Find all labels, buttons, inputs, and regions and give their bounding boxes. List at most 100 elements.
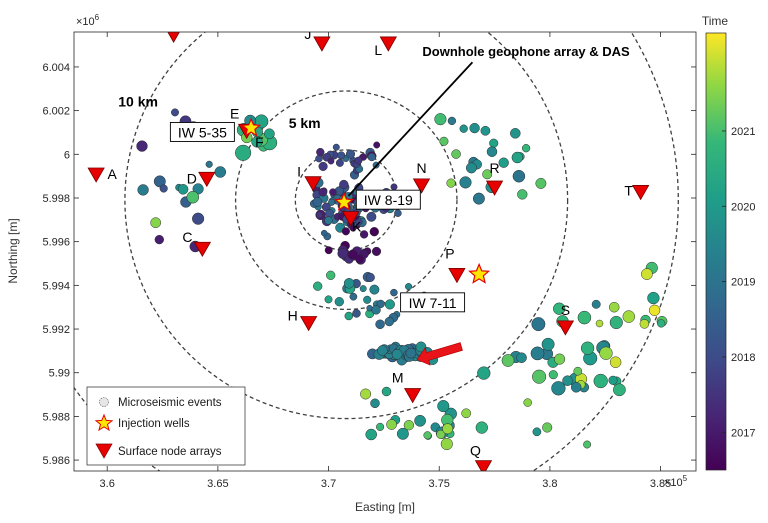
colorbar-title: Time [702, 14, 729, 28]
node-array-Q [474, 460, 493, 471]
event-point [320, 229, 328, 237]
event-point [446, 178, 456, 188]
ring-labels: 5 km 10 km [118, 93, 320, 131]
y-tick-label: 5.992 [42, 324, 70, 336]
node-array-D [198, 171, 216, 188]
y-axis-ticks: 5.986 5.988 5.99 5.992 5.994 5.996 5.998 6 6.002… [42, 62, 696, 467]
event-point [475, 421, 488, 434]
x-axis-ticks: 3.6 3.65 3.7 3.75 3.8 3.85 [100, 32, 671, 490]
node-array-label-T: T [624, 182, 633, 198]
y-tick-label: 5.99 [49, 368, 70, 380]
event-point [562, 375, 573, 386]
event-point [394, 209, 402, 217]
event-point [573, 366, 583, 376]
event-point [376, 299, 385, 309]
event-point [532, 427, 542, 437]
event-point [535, 177, 547, 189]
event-point [622, 310, 636, 323]
event-point [367, 152, 376, 162]
event-point [480, 125, 491, 136]
event-point [477, 366, 491, 380]
event-point [324, 295, 333, 304]
event-point [498, 157, 509, 168]
event-point [359, 230, 369, 239]
event-point [390, 288, 398, 297]
event-point [531, 317, 546, 332]
plot-frame [73, 31, 697, 472]
y-axis-exponent: ×106 [76, 13, 100, 28]
event-point [608, 301, 620, 313]
node-array-J [313, 36, 331, 52]
event-point [264, 128, 275, 140]
event-point [440, 437, 453, 451]
event-point [580, 341, 595, 355]
node-array-T [631, 185, 650, 201]
event-point [150, 217, 162, 229]
legend-event-marker [99, 397, 109, 407]
event-point [608, 375, 618, 385]
event-point [363, 295, 372, 304]
node-array-label-J: J [304, 26, 311, 42]
event-point [313, 281, 323, 291]
event-point [365, 272, 375, 282]
event-point [384, 316, 394, 327]
event-point [542, 422, 553, 433]
annotation-pointer [347, 61, 474, 197]
event-point [434, 113, 447, 126]
annotation-line [347, 61, 474, 197]
y-tick-label: 6.002 [42, 106, 70, 118]
injection-well-1 [334, 191, 355, 211]
boxed-label-frame-0 [169, 122, 235, 142]
event-point [192, 212, 205, 225]
event-point [137, 184, 149, 196]
event-point [359, 285, 367, 293]
node-array-I [304, 176, 322, 192]
event-point [312, 197, 323, 207]
event-point [609, 315, 623, 330]
event-point [517, 189, 528, 200]
x-tick-label: 3.85 [650, 478, 671, 490]
injection-well-0 [241, 117, 262, 137]
event-point [447, 116, 457, 126]
arrow-shape [416, 342, 463, 366]
event-point [186, 190, 200, 204]
ring-1 [234, 90, 458, 311]
event-point [648, 304, 661, 316]
event-point [482, 169, 493, 180]
event-point [205, 160, 213, 168]
event-point [332, 143, 340, 151]
event-point [423, 431, 432, 440]
event-point [337, 151, 346, 160]
event-point [341, 227, 350, 236]
event-point [472, 192, 485, 205]
node-array-R [485, 180, 504, 196]
event-point [489, 138, 499, 148]
legend-well-marker [94, 413, 114, 432]
event-point [570, 382, 582, 393]
node-array-label-E: E [230, 105, 239, 121]
event-point [377, 345, 388, 356]
node-array-label-L: L [374, 42, 382, 58]
event-point [371, 305, 381, 315]
y-tick-label: 5.996 [42, 237, 70, 249]
event-point [530, 346, 545, 361]
event-point [657, 319, 666, 328]
legend-box [86, 386, 246, 466]
event-point [329, 188, 337, 196]
event-point [324, 246, 333, 255]
event-point [577, 310, 592, 325]
colorbar-ticks: 2017 2018 2019 2020 2021 [722, 126, 755, 439]
event-point [354, 156, 363, 165]
boxed-label-1: IW 8-19 [364, 192, 413, 208]
event-point [154, 234, 164, 245]
boxed-labels: IW 5-35 IW 8-19 IW 7-11 [169, 122, 466, 313]
event-point [370, 398, 380, 409]
ring-label-2: 10 km [118, 93, 158, 109]
event-point [523, 398, 532, 407]
node-array-label-S: S [561, 302, 570, 318]
event-point [214, 166, 227, 178]
event-point [591, 299, 601, 309]
x-axis-exponent: ×105 [664, 474, 688, 489]
event-point [318, 161, 328, 171]
